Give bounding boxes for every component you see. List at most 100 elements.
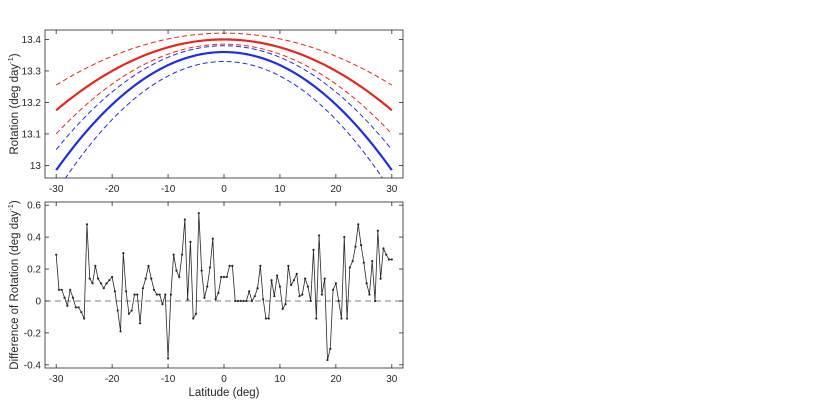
difference-plot-frame [44, 201, 404, 369]
difference-point [105, 282, 108, 285]
rotation-xtick-label: 10 [274, 184, 286, 195]
difference-point [259, 264, 262, 267]
difference-point [186, 298, 189, 301]
difference-point [152, 288, 156, 291]
difference-ytick-label: 0 [35, 296, 41, 307]
difference-xtick-label: 20 [330, 374, 342, 385]
difference-point [345, 317, 349, 320]
difference-point [63, 296, 66, 299]
difference-point [136, 293, 139, 296]
difference-point [385, 253, 388, 256]
difference-point [111, 275, 114, 279]
difference-point [217, 291, 220, 295]
difference-point [192, 317, 195, 320]
difference-axis-ticks: -30 -20 -10 0 10 20 30 -0.4 -0.2 0 0.2 0.4 0.6 [24, 201, 403, 385]
difference-point [231, 264, 234, 267]
difference-point [301, 293, 304, 296]
difference-point [376, 229, 379, 232]
difference-point [180, 253, 184, 256]
rotation-ytick-label: 13.4 [22, 35, 42, 46]
difference-point [214, 298, 217, 301]
difference-point [119, 330, 122, 333]
difference-point [267, 317, 270, 320]
difference-point [362, 261, 365, 264]
difference-point [256, 287, 259, 290]
difference-point [113, 290, 117, 293]
difference-point [359, 244, 363, 247]
difference-point [194, 312, 198, 315]
difference-point [304, 277, 307, 280]
difference-point [77, 306, 80, 309]
difference-point [122, 251, 125, 255]
difference-point [127, 312, 131, 315]
difference-point [178, 275, 181, 279]
difference-point [88, 277, 91, 280]
difference-point [234, 299, 237, 303]
difference-point [80, 311, 83, 314]
difference-point [55, 253, 58, 256]
difference-xlabel: Latitude (deg) [189, 387, 260, 399]
difference-point [262, 298, 265, 301]
difference-point [236, 299, 240, 303]
difference-point [317, 234, 321, 237]
difference-point [208, 266, 212, 269]
difference-point [323, 277, 326, 280]
blue-dashed-curve [55, 45, 393, 150]
difference-ytick-label: 0.4 [27, 233, 41, 244]
difference-point [290, 283, 293, 287]
difference-point [368, 293, 371, 296]
difference-point [222, 275, 226, 279]
difference-point [343, 236, 346, 239]
difference-point [312, 248, 315, 251]
rotation-ytick-label: 13.1 [22, 129, 42, 140]
difference-point [161, 303, 164, 306]
difference-xtick-label: 10 [274, 374, 286, 385]
difference-point [175, 269, 178, 272]
rotation-chart: -30 -20 -10 0 10 20 30 13 13.1 13.2 13.3 13.4 Rotat… [6, 29, 404, 195]
difference-point [306, 285, 310, 288]
difference-chart: -30 -20 -10 0 10 20 30 -0.4 -0.2 0 0.2 0.4 0.6 Diffe… [6, 200, 404, 399]
difference-point [298, 295, 301, 298]
difference-point [248, 290, 251, 293]
difference-point [379, 277, 382, 280]
difference-point [197, 212, 200, 215]
difference-point [354, 245, 357, 248]
difference-point [71, 296, 75, 299]
difference-point [150, 277, 153, 280]
rotation-xtick-label: -10 [161, 184, 176, 195]
difference-ytick-label: -0.2 [24, 328, 42, 339]
difference-point [264, 317, 268, 320]
difference-point [220, 275, 223, 279]
difference-point [270, 279, 273, 282]
difference-point [108, 279, 111, 282]
difference-point [371, 259, 374, 263]
difference-point [387, 258, 391, 261]
difference-line [55, 213, 392, 361]
difference-point [382, 247, 385, 250]
difference-point [357, 223, 360, 226]
difference-point [326, 358, 329, 362]
difference-ylabel: Difference of Rotation (deg day-1) [6, 200, 21, 370]
difference-point [102, 287, 105, 290]
difference-point [276, 274, 279, 277]
rotation-xtick-label: 30 [386, 184, 398, 195]
difference-point [172, 253, 175, 256]
difference-point [337, 299, 340, 303]
difference-point [329, 347, 332, 350]
difference-point [225, 275, 228, 279]
difference-xtick-label: -20 [105, 374, 120, 385]
difference-point [206, 285, 209, 288]
rotation-ytick-label: 13.2 [22, 98, 42, 109]
rotation-xtick-label: -30 [49, 184, 64, 195]
difference-point [211, 237, 214, 240]
difference-point [85, 223, 89, 226]
difference-point [147, 264, 150, 267]
difference-point [99, 282, 103, 285]
difference-point [351, 259, 354, 263]
difference-point [125, 290, 128, 293]
difference-point [239, 299, 242, 303]
difference-point [287, 264, 290, 267]
difference-point [334, 282, 337, 285]
difference-point [253, 295, 256, 298]
